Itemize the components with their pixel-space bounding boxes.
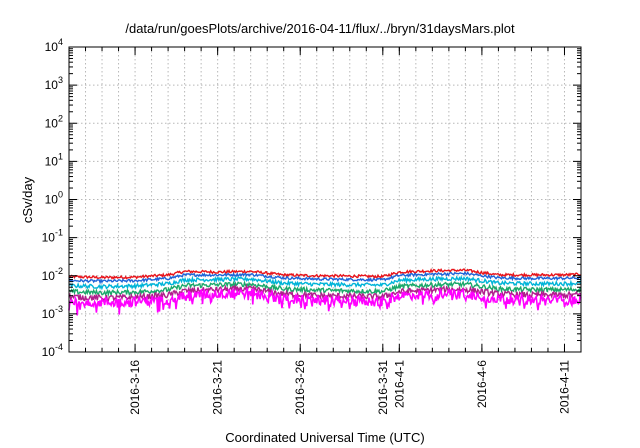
y-tick-label: 10-2 xyxy=(42,266,63,283)
x-axis: 2016-3-16 2016-3-21 2016-3-26 2016-3-31 2016… xyxy=(85,47,571,415)
series-line xyxy=(68,280,582,298)
x-axis-label: Coordinated Universal Time (UTC) xyxy=(225,430,424,445)
y-tick-label: 104 xyxy=(45,37,63,54)
y-tick-label: 10-3 xyxy=(42,304,63,321)
x-tick-label: 2016-4-6 xyxy=(475,360,489,408)
x-tick-label: 2016-3-21 xyxy=(211,360,225,415)
series-group xyxy=(68,267,582,316)
series-line xyxy=(68,283,582,303)
chart-title: /data/run/goesPlots/archive/2016-04-11/f… xyxy=(125,21,515,36)
y-tick-label: 101 xyxy=(45,151,63,168)
y-axis-label: cSv/day xyxy=(20,176,35,223)
y-tick-label: 100 xyxy=(45,190,63,207)
y-axis: 10-4 10-3 10-2 10-1 100 101 102 103 104 xyxy=(42,37,581,359)
x-tick-label: 2016-3-31 xyxy=(376,360,390,415)
x-tick-label: 2016-4-1 xyxy=(392,360,406,408)
y-tick-label: 10-1 xyxy=(42,228,63,245)
series-line xyxy=(68,287,582,316)
x-tick-label: 2016-3-26 xyxy=(293,360,307,415)
y-tick-label: 103 xyxy=(45,75,63,92)
x-tick-label: 2016-3-16 xyxy=(128,360,142,415)
y-tick-label: 10-4 xyxy=(42,342,63,359)
series-line xyxy=(68,275,582,291)
series-line xyxy=(68,270,582,285)
x-tick-label: 2016-4-11 xyxy=(557,360,571,414)
y-tick-label: 102 xyxy=(45,113,63,130)
series-line xyxy=(68,267,582,280)
grid xyxy=(69,47,581,352)
